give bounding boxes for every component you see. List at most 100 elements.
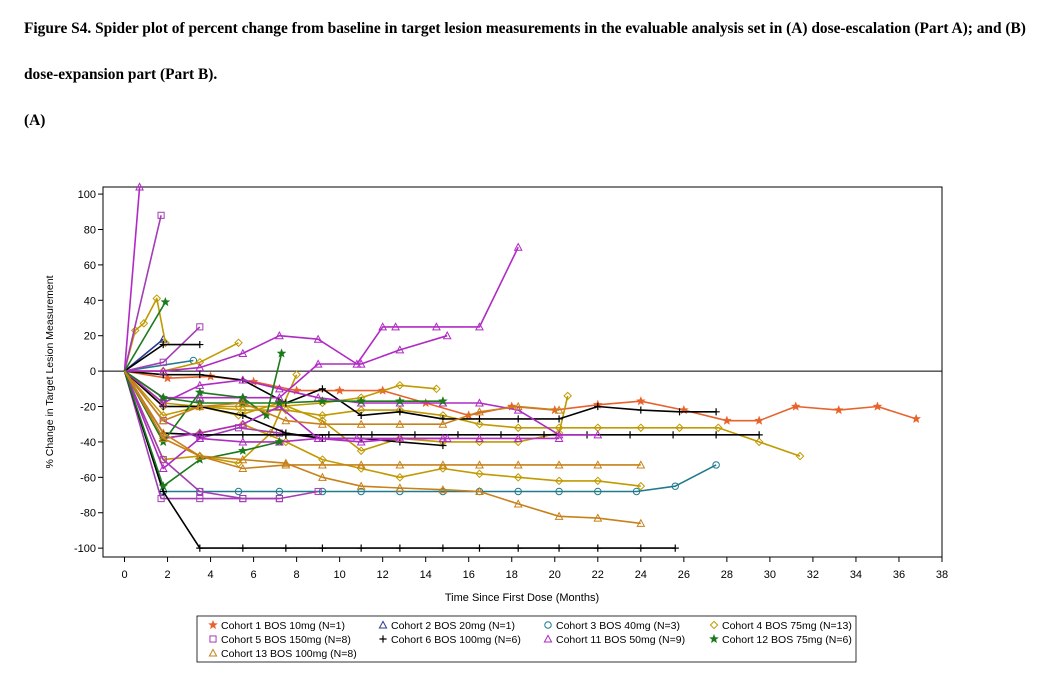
data-point-diamond: [152, 294, 162, 303]
data-point-star: [237, 445, 248, 455]
legend-label: Cohort 1 BOS 10mg (N=1): [221, 620, 345, 632]
legend-label: Cohort 11 BOS 50mg (N=9): [556, 634, 685, 646]
data-point-plus: [626, 431, 634, 439]
data-point-triangle: [475, 322, 484, 331]
x-tick-label: 22: [592, 569, 604, 581]
data-point-plus: [357, 411, 365, 419]
data-point-star: [790, 401, 801, 411]
data-point-triangle: [438, 433, 448, 442]
data-point-diamond: [356, 446, 366, 456]
data-point-plus: [637, 544, 645, 552]
data-point-triangle: [442, 331, 452, 340]
data-point-diamond: [395, 473, 405, 482]
data-point-triangle: [238, 454, 248, 464]
series-line: [123, 215, 162, 372]
data-point-triangle: [513, 401, 523, 411]
data-point-star: [394, 396, 405, 406]
data-point-diamond: [475, 469, 484, 479]
y-tick-label: -20: [80, 402, 96, 414]
data-point-triangle: [158, 398, 168, 407]
data-point-plus: [637, 406, 645, 414]
data-point-star: [833, 404, 844, 415]
data-point-circle: [275, 487, 284, 496]
data-point-star: [709, 633, 719, 644]
series-cohort-6: [124, 370, 720, 423]
legend-item: Cohort 4 BOS 75mg (N=13): [709, 620, 852, 632]
data-point-plus: [282, 431, 290, 439]
data-point-plus: [594, 544, 602, 552]
data-point-triangle: [513, 460, 523, 469]
data-point-diamond: [292, 370, 301, 379]
data-point-square: [157, 495, 165, 503]
legend-item: Cohort 1 BOS 10mg (N=1): [208, 619, 345, 632]
data-point-diamond: [158, 455, 168, 464]
data-point-diamond: [395, 380, 405, 390]
legend-box: [196, 615, 857, 663]
data-point-star: [317, 396, 328, 406]
data-point-circle: [234, 487, 243, 496]
data-point-plus: [379, 635, 387, 643]
data-point-triangle: [395, 483, 405, 492]
data-point-diamond: [130, 326, 140, 335]
data-point-plus: [514, 415, 522, 423]
data-point-star: [356, 396, 367, 406]
data-point-triangle: [158, 463, 168, 473]
data-point-triangle: [475, 486, 484, 496]
data-point-triangle: [313, 359, 323, 368]
series-line: [124, 343, 200, 372]
data-point-plus: [454, 431, 462, 439]
data-point-plus: [475, 544, 484, 552]
data-point-star: [274, 397, 285, 408]
data-point-triangle: [238, 348, 248, 357]
data-point-star: [437, 396, 448, 406]
x-axis-ticks: 0 2 4 6 8 10 12 14 16 18 20 22 24 26 28 30 32 34 36 38: [121, 557, 948, 581]
series-cohort-12: [123, 296, 171, 372]
legend-item: Cohort 3 BOS 40mg (N=3): [544, 620, 680, 632]
data-point-star: [276, 348, 287, 358]
data-point-star: [911, 413, 922, 424]
data-point-circle: [555, 487, 563, 496]
data-point-triangle: [238, 375, 248, 384]
x-tick-label: 16: [463, 569, 475, 581]
data-point-triangle: [378, 322, 388, 331]
data-point-diamond: [432, 384, 441, 394]
data-point-star: [635, 396, 646, 406]
plot-frame: [102, 186, 943, 558]
data-point-triangle: [513, 242, 523, 251]
y-tick-label: 0: [90, 366, 96, 378]
series-cohort-11: [124, 331, 452, 402]
data-point-square: [196, 495, 204, 503]
y-tick-label: -100: [74, 543, 96, 555]
data-point-triangle: [513, 433, 523, 442]
data-point-diamond: [234, 338, 243, 348]
data-point-plus: [196, 371, 204, 379]
data-point-square: [209, 635, 217, 643]
data-point-square: [196, 323, 204, 331]
y-tick-label: 60: [84, 260, 96, 272]
legend-label: Cohort 2 BOS 20mg (N=1): [391, 620, 515, 632]
data-point-triangle: [195, 433, 205, 442]
data-point-triangle: [195, 362, 205, 372]
data-point-triangle: [313, 433, 323, 442]
data-point-star: [194, 387, 205, 397]
data-point-plus: [475, 415, 484, 423]
data-point-diamond: [139, 319, 149, 328]
y-tick-label: -60: [80, 472, 96, 484]
figure-caption: Figure S4. Spider plot of percent change…: [24, 20, 1026, 83]
data-point-diamond: [318, 411, 327, 420]
data-point-star: [162, 373, 173, 383]
data-point-star: [721, 415, 732, 425]
data-point-triangle: [356, 437, 366, 446]
y-tick-label: 20: [84, 331, 96, 343]
data-point-plus: [368, 431, 376, 439]
data-point-plus: [439, 441, 447, 450]
data-point-diamond: [513, 423, 523, 433]
series-line: [123, 370, 760, 436]
data-point-diamond: [513, 473, 523, 482]
data-point-star: [754, 415, 765, 425]
data-point-square: [314, 487, 322, 496]
data-point-circle: [544, 621, 552, 629]
data-point-triangle: [395, 433, 405, 442]
series-cohort-13: [123, 370, 564, 428]
